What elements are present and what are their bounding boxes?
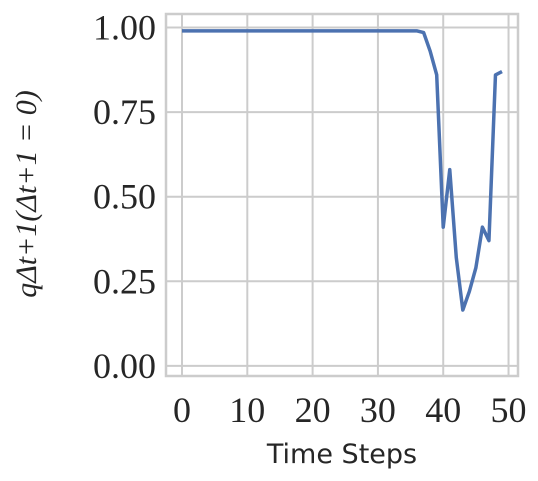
y-tick-label: 0.25 — [93, 261, 156, 301]
y-tick-label: 0.00 — [93, 346, 156, 386]
plot-frame — [164, 12, 520, 378]
y-tick-label: 1.00 — [93, 8, 156, 48]
x-tick-label: 40 — [425, 390, 461, 430]
x-tick-label: 10 — [229, 390, 265, 430]
y-axis-label: qΔt+1(Δt+1 = 0) — [10, 90, 43, 298]
x-tick-label: 20 — [295, 390, 331, 430]
line-series — [182, 29, 503, 312]
y-tick-label: 0.75 — [93, 92, 156, 132]
x-tick-label: 30 — [360, 390, 396, 430]
x-tick-label: 0 — [173, 390, 191, 430]
x-axis-label: Time Steps — [266, 439, 417, 470]
x-tick-label: 50 — [491, 390, 527, 430]
y-tick-label: 0.50 — [93, 177, 156, 217]
